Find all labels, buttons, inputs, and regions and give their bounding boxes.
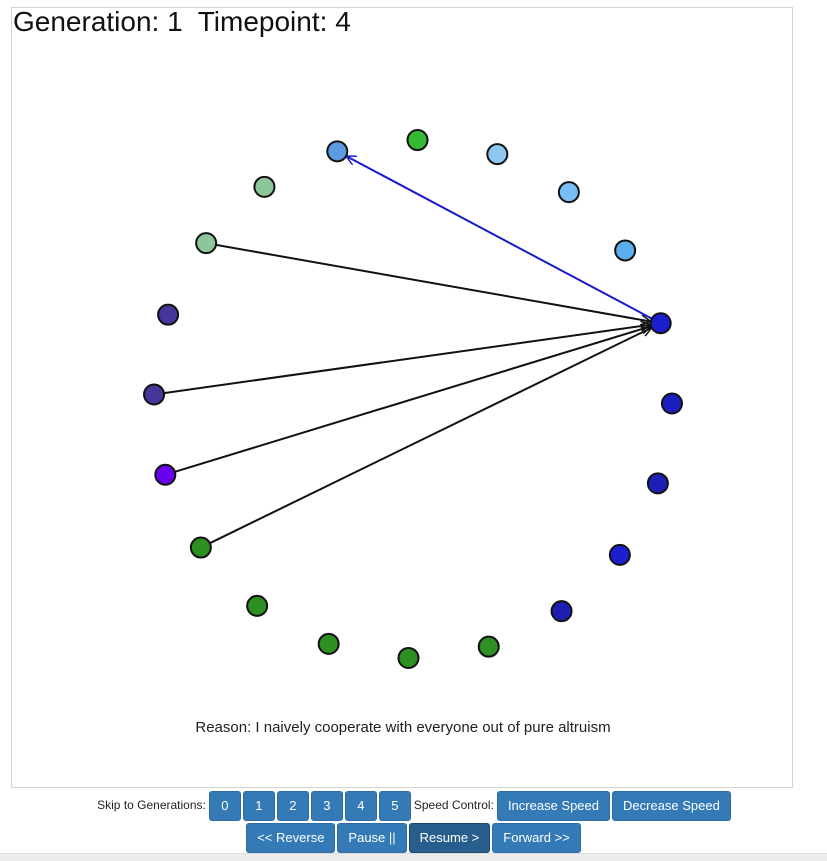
agent-node-13 [246, 594, 269, 617]
controls-row-bottom: << Reverse Pause || Resume > Forward >> [0, 822, 827, 853]
generation-button-1[interactable]: 1 [242, 790, 275, 821]
skip-generations-label: Skip to Generations: [97, 797, 206, 812]
agent-node-11 [397, 646, 420, 669]
agent-node-14 [189, 536, 212, 559]
agent-node-10 [477, 635, 500, 658]
agent-node-5 [649, 312, 672, 335]
edges-layer [163, 156, 653, 545]
agent-node-6 [660, 392, 683, 415]
agent-node-0 [326, 140, 349, 163]
reverse-button[interactable]: << Reverse [246, 822, 336, 853]
controls-row-top: Skip to Generations: 0 1 2 3 4 5 Speed C… [0, 790, 827, 821]
nodes-layer [143, 129, 683, 669]
agent-node-18 [195, 232, 218, 255]
agent-node-16 [143, 383, 166, 406]
generation-button-0[interactable]: 0 [208, 790, 241, 821]
agent-node-15 [154, 463, 177, 486]
decrease-speed-button[interactable]: Decrease Speed [612, 790, 731, 821]
speed-control-label: Speed Control: [413, 797, 494, 812]
agent-node-8 [608, 543, 631, 566]
edge-14-to-5 [209, 328, 651, 545]
agent-node-9 [550, 600, 573, 623]
status-header: Generation: 1 Timepoint: 4 [13, 6, 351, 38]
edge-5-to-0 [347, 156, 653, 320]
timepoint-label: Timepoint: 4 [197, 6, 351, 37]
agent-node-3 [557, 181, 580, 204]
agent-node-1 [406, 129, 429, 152]
generation-button-5[interactable]: 5 [378, 790, 411, 821]
agent-node-19 [253, 175, 276, 198]
network-graph [143, 129, 683, 669]
generation-button-3[interactable]: 3 [310, 790, 343, 821]
agent-node-7 [646, 472, 669, 495]
generation-button-2[interactable]: 2 [276, 790, 309, 821]
pause-button[interactable]: Pause || [337, 822, 407, 853]
reason-text: Reason: I naively cooperate with everyon… [195, 719, 611, 736]
agent-node-4 [614, 239, 637, 262]
bottom-scrollbar [0, 853, 827, 861]
increase-speed-button[interactable]: Increase Speed [496, 790, 611, 821]
generation-label: Generation: 1 [13, 6, 183, 37]
forward-button[interactable]: Forward >> [492, 822, 581, 853]
edge-15-to-5 [174, 326, 650, 473]
edge-18-to-5 [215, 243, 650, 321]
network-canvas: Generation: 1 Timepoint: 4 Reason: I nai… [11, 6, 793, 788]
agent-node-2 [486, 143, 509, 166]
agent-node-12 [317, 632, 340, 655]
edge-16-to-5 [163, 325, 650, 395]
generation-button-4[interactable]: 4 [344, 790, 377, 821]
resume-button[interactable]: Resume > [408, 822, 491, 853]
agent-node-17 [157, 303, 180, 326]
